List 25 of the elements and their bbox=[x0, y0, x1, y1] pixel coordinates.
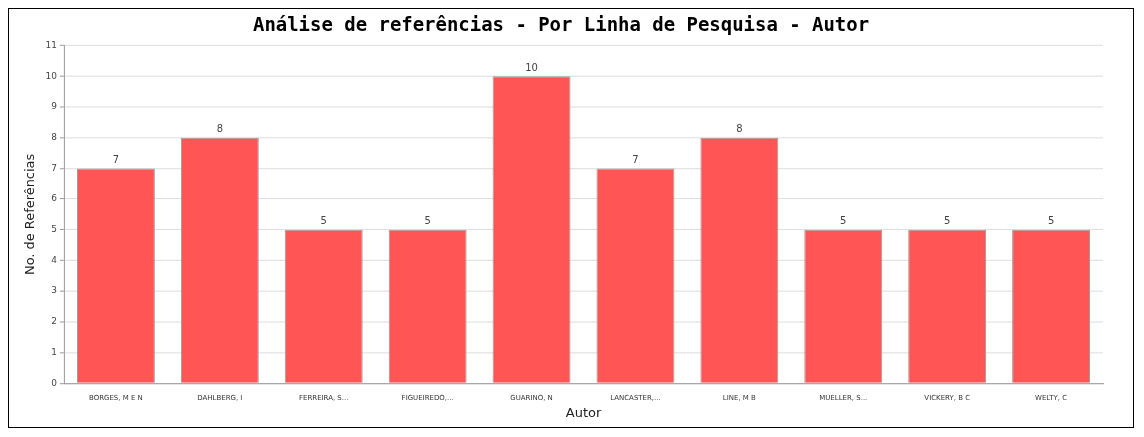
x-axis-title: Autor bbox=[565, 404, 602, 420]
y-tick-label: 4 bbox=[51, 254, 58, 265]
y-axis-title: No. de Referências bbox=[22, 153, 38, 275]
y-tick-label: 1 bbox=[51, 346, 57, 357]
data-label: 7 bbox=[112, 154, 120, 165]
data-label: 8 bbox=[216, 123, 223, 135]
y-tick-label: 10 bbox=[45, 70, 58, 81]
y-tick-label: 6 bbox=[51, 193, 58, 204]
chart-title: Análise de referências - Por Linha de Pesquisa - Autor bbox=[252, 13, 870, 36]
y-tick-label: 3 bbox=[51, 285, 57, 296]
y-tick-label: 8 bbox=[51, 132, 58, 143]
data-label: 8 bbox=[736, 123, 743, 135]
y-tick-label: 2 bbox=[51, 316, 57, 327]
y-tick-label: 9 bbox=[51, 101, 58, 112]
data-label: 10 bbox=[525, 61, 538, 73]
data-label: 5 bbox=[1047, 215, 1055, 227]
y-tick-label: 7 bbox=[51, 162, 57, 173]
data-label: 5 bbox=[944, 215, 951, 227]
data-label: 5 bbox=[840, 215, 847, 227]
y-tick-label: 5 bbox=[51, 224, 57, 235]
y-tick-label: 0 bbox=[51, 377, 58, 388]
y-tick-label: 11 bbox=[45, 39, 57, 50]
data-label: 7 bbox=[632, 154, 639, 165]
data-label: 5 bbox=[424, 215, 431, 227]
data-label: 5 bbox=[320, 215, 327, 227]
